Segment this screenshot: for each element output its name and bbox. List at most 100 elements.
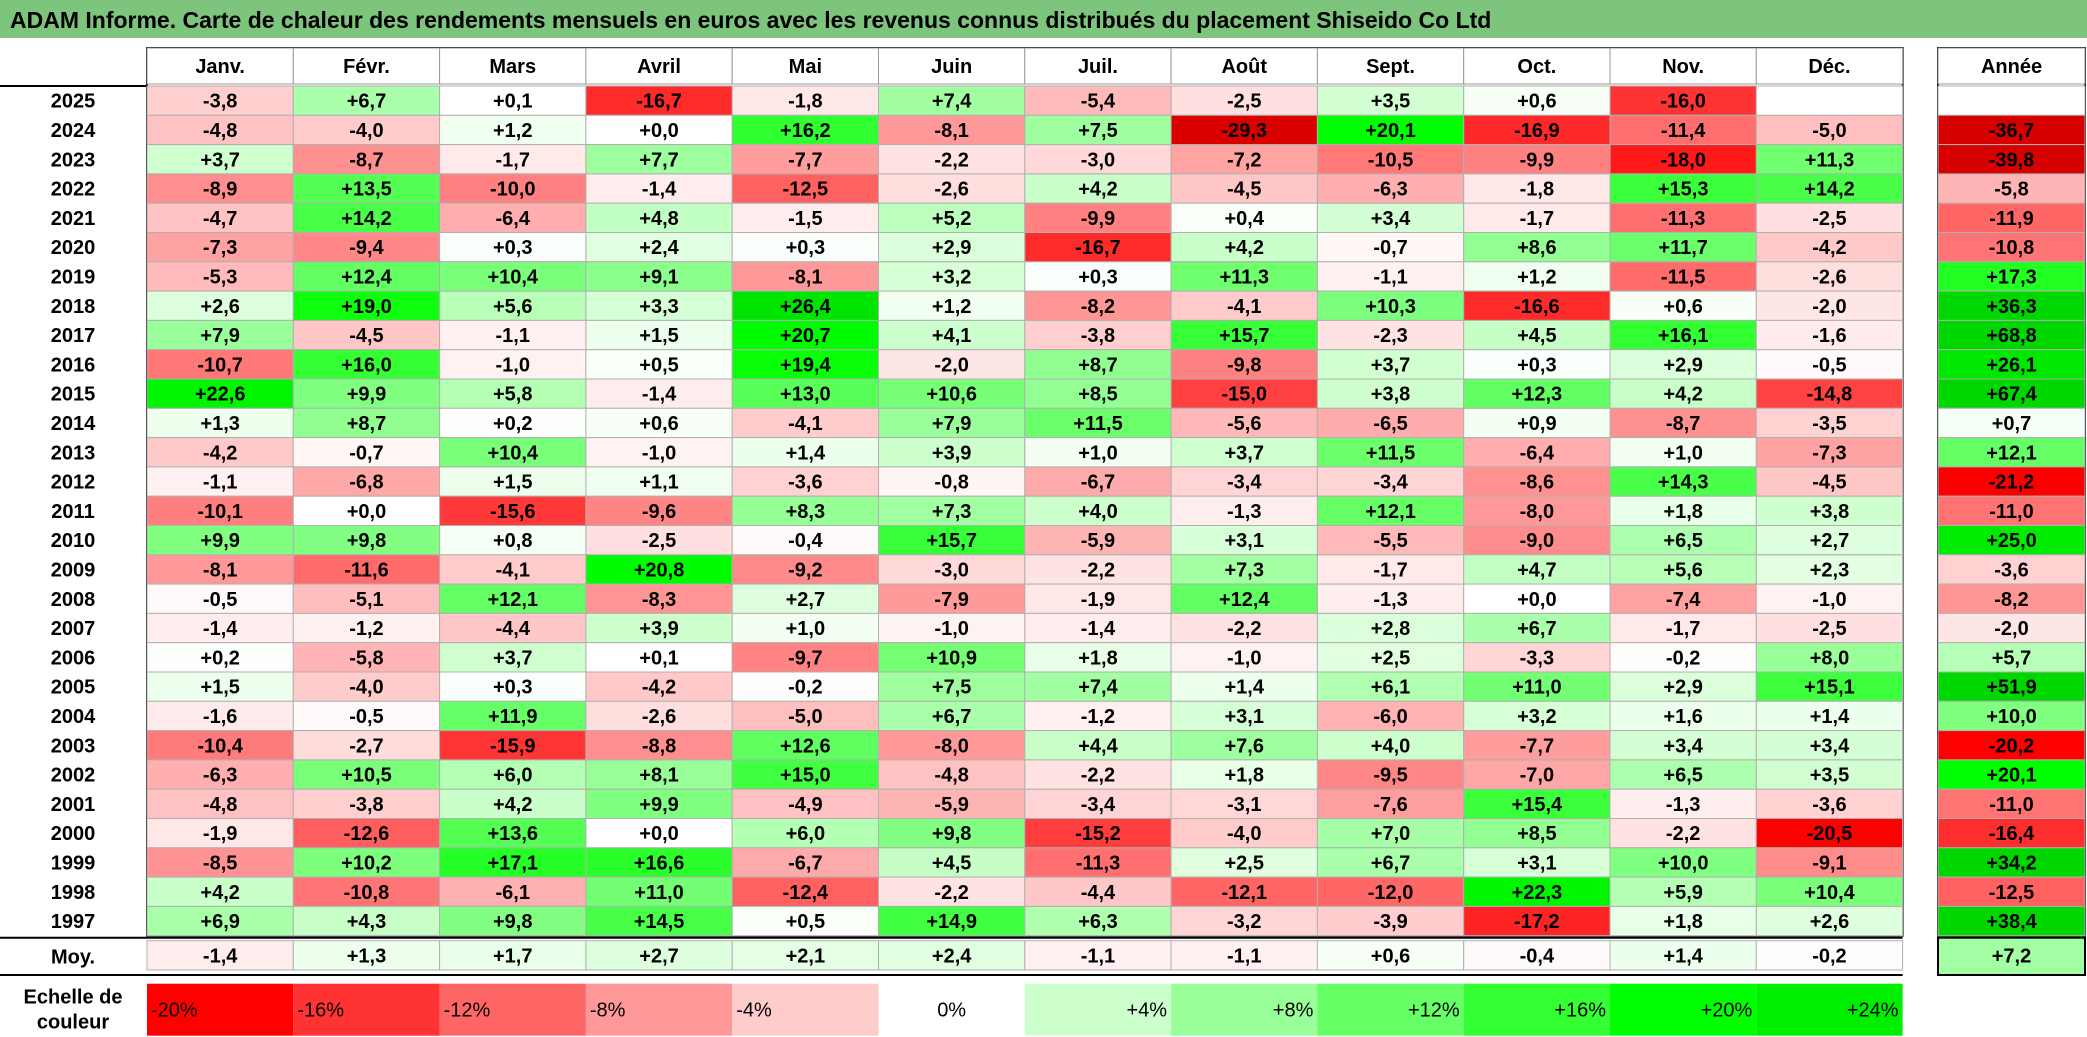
cell-value: +3,9 [932, 442, 971, 464]
cell-value: -6,7 [1081, 472, 1115, 494]
average-annual-value: +7,2 [1992, 945, 2031, 967]
cell-value: +0,9 [1517, 413, 1556, 435]
average-cell [1463, 940, 1611, 971]
year-label: 2022 [51, 179, 96, 201]
heatmap-cell [439, 905, 587, 937]
cell-value: -9,4 [349, 237, 384, 259]
cell-value: +6,0 [786, 823, 825, 845]
cell-value: -1,5 [788, 208, 822, 230]
cell-value: +7,9 [932, 413, 971, 435]
heatmap-cell [1024, 583, 1172, 614]
year-label: 2015 [51, 384, 96, 406]
heatmap-cell [585, 525, 733, 556]
cell-value: +2,3 [1810, 559, 1849, 581]
heatmap-cell [878, 202, 1026, 233]
cell-value: -1,3 [1227, 501, 1261, 523]
cell-value: -4,0 [349, 120, 383, 142]
cell-value: +2,9 [1663, 354, 1702, 376]
cell-value: +4,2 [200, 882, 239, 904]
heatmap-cell [1316, 437, 1465, 468]
cell-value: -1,4 [642, 179, 677, 201]
cell-value: +7,3 [932, 501, 971, 523]
heatmap-cell [731, 876, 880, 907]
cell-value: +1,3 [200, 413, 239, 435]
average-cell [731, 940, 880, 971]
cell-value: +16,2 [780, 120, 831, 142]
scale-swatch [439, 983, 586, 1036]
cell-value: +3,1 [1225, 706, 1264, 728]
cell-value: -1,1 [203, 472, 237, 494]
cell-value: -1,6 [203, 706, 237, 728]
heatmap-cell [731, 378, 880, 409]
cell-value: +6,7 [347, 91, 386, 113]
cell-value: -2,3 [1373, 325, 1407, 347]
cell-value: +0,0 [1517, 589, 1556, 611]
heatmap-cell [1609, 202, 1757, 233]
heatmap-cell [585, 173, 733, 204]
year-label: 2024 [51, 120, 96, 142]
cell-value: -12,0 [1368, 882, 1414, 904]
cell-value: +13,0 [780, 384, 831, 406]
heatmap-cell [1463, 876, 1611, 907]
cell-value: +6,1 [1371, 677, 1410, 699]
cell-value: +2,6 [1810, 911, 1849, 933]
cell-value: +4,5 [1517, 325, 1556, 347]
cell-value: -1,4 [1081, 618, 1116, 640]
heatmap-cell [292, 525, 441, 556]
cell-value: -6,4 [1520, 442, 1555, 464]
annual-value: -2,0 [1994, 618, 2028, 640]
cell-value: -5,4 [1081, 91, 1116, 113]
heatmap-cell [1609, 759, 1757, 790]
cell-value: -2,5 [642, 530, 676, 552]
heatmap-cell [1463, 437, 1611, 468]
cell-value: +1,8 [1663, 911, 1702, 933]
cell-value: +2,9 [1663, 677, 1702, 699]
cell-value: -5,5 [1373, 530, 1407, 552]
cell-value: +26,4 [780, 296, 831, 318]
cell-value: +5,6 [1663, 559, 1702, 581]
cell-value: -1,0 [642, 442, 676, 464]
heatmap-cell [1024, 847, 1172, 878]
heatmap-cell [1463, 525, 1611, 556]
cell-value: -4,1 [496, 559, 530, 581]
heatmap-cell [731, 437, 880, 468]
cell-value: -8,3 [642, 589, 676, 611]
average-annual-cell [1937, 936, 2086, 977]
cell-value: -4,5 [349, 325, 383, 347]
heatmap-cell [146, 466, 294, 497]
cell-value: +10,3 [1365, 296, 1416, 318]
cell-value: +10,9 [926, 647, 977, 669]
scale-step-label: +8% [1273, 1000, 1314, 1022]
year-label: 2016 [51, 354, 96, 376]
cell-value: -1,6 [1812, 325, 1846, 347]
cell-value: -4,2 [203, 442, 237, 464]
heatmap-cell [292, 407, 441, 439]
cell-value: +0,6 [1663, 296, 1702, 318]
cell-value: -3,9 [1373, 911, 1407, 933]
heatmap-cell [292, 290, 441, 321]
cell-value: -8,0 [934, 735, 968, 757]
cell-value: +0,0 [347, 501, 386, 523]
heatmap-cell [1463, 407, 1611, 439]
cell-value: -0,2 [1666, 647, 1700, 669]
heatmap-cell [731, 671, 880, 702]
heatmap-cell [1170, 759, 1318, 790]
heatmap-cell [292, 114, 441, 146]
average-cell [878, 940, 1026, 971]
cell-value: -8,8 [642, 735, 676, 757]
cell-value: -9,7 [788, 647, 822, 669]
heatmap-cell [292, 202, 441, 233]
heatmap-cell [1170, 114, 1318, 146]
annual-cell [1937, 85, 2086, 116]
cell-value: -4,4 [496, 618, 531, 640]
cell-value: +3,4 [1663, 735, 1703, 757]
heatmap-cell [439, 85, 587, 116]
cell-value: +6,5 [1663, 530, 1702, 552]
month-header: Mars [489, 56, 536, 78]
cell-value: -8,2 [1081, 296, 1115, 318]
heatmap-cell [292, 349, 441, 380]
cell-value: -2,6 [642, 706, 676, 728]
year-label: 1998 [51, 882, 96, 904]
heatmap-cell [146, 759, 294, 790]
heatmap-cell [731, 730, 880, 761]
